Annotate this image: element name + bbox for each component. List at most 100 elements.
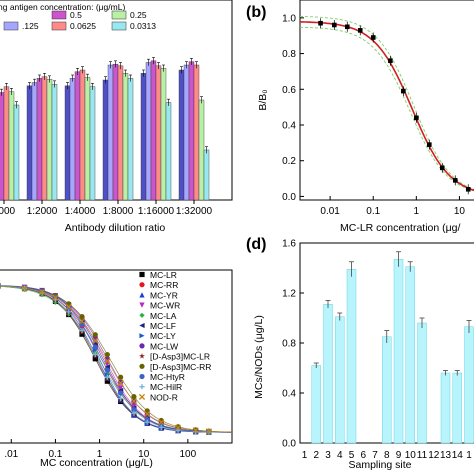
- panel-b-x-axis-label: MC-LR concentration (μg/: [340, 222, 461, 234]
- panel-d-x-tick-label: 1: [466, 450, 472, 461]
- panel-b-point: [332, 22, 337, 28]
- panel-b-label: (b): [246, 4, 266, 21]
- panel-c-point: [104, 374, 110, 380]
- panel-d-x-tick-label: 4: [337, 450, 343, 461]
- panel-c-legend-marker: [139, 282, 145, 288]
- panel-a-bar: [188, 61, 195, 201]
- panel-c-point: [192, 427, 199, 434]
- panel-a-bar: [183, 64, 190, 201]
- panel-c-point: [52, 294, 59, 301]
- panel-c-legend-label: NOD-R: [150, 392, 178, 402]
- panel-d-bar: [382, 336, 392, 444]
- panel-a-bar: [193, 64, 200, 201]
- panel-d-bar: [311, 365, 321, 444]
- panel-b-x-tick-label: 0.1: [366, 206, 380, 217]
- panel-c-point: [78, 318, 86, 325]
- panel-d: (d) MCs/NODs (μg/L) 0.00.40.81.21.61 2 3 4 5…: [246, 236, 474, 471]
- panel-a-bar: [117, 65, 124, 201]
- panel-a-x-tick-label: 1:4000: [65, 206, 96, 217]
- panel-c-legend-marker: [138, 393, 146, 400]
- panel-c-point: [104, 352, 110, 358]
- panel-c-point: [130, 398, 137, 405]
- panel-d-y-tick-label: 0.8: [282, 339, 296, 350]
- panel-c-point: [92, 344, 98, 350]
- panel-c-point: [131, 403, 137, 409]
- panel-c-fit-curves: [0, 285, 233, 433]
- panel-d-bar: [405, 266, 415, 444]
- panel-a-bar: [26, 85, 33, 201]
- panel-a-bar: [41, 76, 48, 201]
- panel-c-x-ticks: .01 0.1 1 10 100: [4, 439, 197, 460]
- panel-c-legend-label: MC-LF: [150, 321, 176, 331]
- panel-c-legend-marker: [139, 302, 145, 308]
- panel-a-legend-label: 0.5: [70, 10, 82, 20]
- panel-b-y-tick-label: 0.8: [282, 49, 296, 60]
- panel-b-y-tick-label: 0.6: [282, 85, 296, 96]
- panel-c-points: [0, 282, 212, 435]
- panel-b-point: [357, 28, 363, 33]
- panel-b-confidence-upper: [300, 16, 474, 190]
- panel-d-bar: [452, 372, 462, 444]
- panel-c-point: [104, 378, 110, 384]
- panel-d-bar: [393, 259, 404, 444]
- panel-c-point: [118, 374, 124, 380]
- panel-c-point: [104, 367, 110, 373]
- panel-a-bar: [79, 69, 86, 201]
- panel-d-x-tick-label: 5: [349, 450, 355, 461]
- panel-c-legend-marker: [139, 373, 145, 380]
- panel-a-bar: [31, 82, 38, 201]
- panel-a-x-tick-label: 1:16000: [138, 206, 175, 217]
- panel-c-point: [175, 427, 181, 433]
- panel-d-y-tick-label: 0.0: [282, 439, 296, 450]
- panel-c-legend-label: [D-Asp3]MC-RR: [150, 362, 211, 372]
- panel-b-y-tick-label: 0.4: [282, 121, 296, 132]
- panel-d-x-tick-label: 2: [313, 450, 319, 461]
- panel-a-legend-swatch: [3, 21, 19, 31]
- panel-b-point: [427, 142, 432, 147]
- panel-c-x-tick-label: .01: [4, 449, 18, 460]
- panel-b-x-tick-label: 0.01: [320, 206, 340, 217]
- panel-c-legend-label: MC-YR: [150, 290, 178, 300]
- panel-c-legend-label: MC-HtyR: [150, 372, 185, 382]
- panel-a-legend-label: .125: [22, 21, 39, 31]
- panel-d-bar: [417, 322, 427, 444]
- panel-a-bar: [112, 63, 119, 201]
- panel-b-points: [318, 18, 471, 195]
- panel-c-legend-marker: [139, 322, 145, 329]
- panel-b: (b) B/B₀ 0.0 0.2 0.4 0.6 0.8 1.0 0.01 0.1 1 10 MC…: [246, 0, 474, 234]
- panel-d-label: (d): [246, 236, 266, 253]
- panel-b-point: [344, 24, 350, 30]
- panel-c-legend-marker: [139, 292, 145, 298]
- panel-c-point: [118, 395, 124, 402]
- panel-c-legend-marker: [139, 333, 145, 339]
- panel-c-point: [92, 351, 98, 358]
- panel-c-point: [79, 327, 85, 334]
- panel-c-point: [65, 303, 72, 310]
- panel-d-bar: [464, 326, 474, 444]
- panel-c-legend-label: MC-RR: [150, 280, 178, 290]
- panel-a-bar: [8, 91, 15, 201]
- panel-c-legend-label: MC-LR: [150, 270, 177, 280]
- panel-b-y-tick-label: 0.2: [282, 156, 296, 167]
- panel-b-ticks: 0.0 0.2 0.4 0.6 0.8 1.0 0.01 0.1 1 10: [282, 13, 465, 217]
- panel-a-bars: [0, 57, 210, 201]
- panel-b-point: [439, 165, 445, 171]
- panel-c-point: [175, 424, 182, 431]
- panel-c-point: [144, 419, 150, 425]
- panel-c-legend-marker: [139, 353, 145, 359]
- panel-b-point: [370, 35, 376, 40]
- panel-c-x-tick-label: 0.1: [48, 449, 62, 460]
- panel-d-x-tick-label: 12: [428, 450, 440, 461]
- panel-d-x-tick-label: 8: [384, 450, 390, 461]
- panel-a-legend-title: ng antigen concentration: (μg/mL): [0, 2, 125, 12]
- panel-c-point: [131, 407, 137, 413]
- panel-c-axes-frame: [0, 269, 233, 444]
- panel-b-point: [388, 58, 393, 64]
- panel-a-x-tick-label: 1:32000: [176, 206, 213, 217]
- panel-a-bar: [102, 79, 109, 201]
- panel-c-point: [205, 428, 212, 435]
- panel-a-bar: [107, 64, 114, 201]
- panel-b-confidence-lower: [300, 26, 474, 192]
- panel-c-legend-label: MC-LA: [150, 311, 177, 321]
